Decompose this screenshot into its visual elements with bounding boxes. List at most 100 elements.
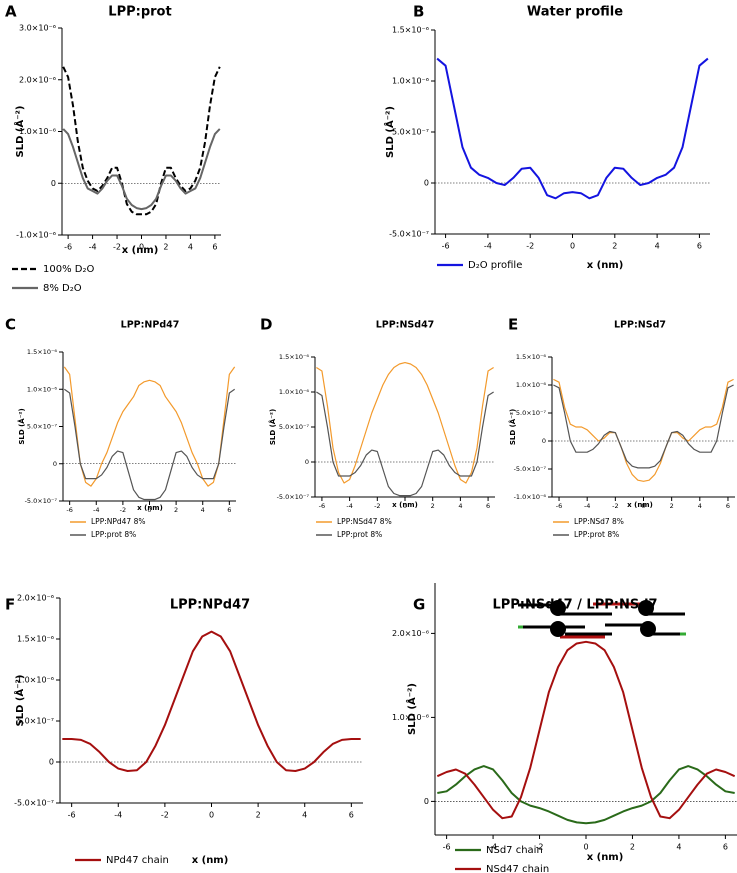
x-tick-label: -2 [526, 242, 534, 251]
x-tick-label: 6 [723, 843, 728, 852]
y-tick-label: 5.0×10⁻⁷ [27, 423, 57, 431]
x-tick-label: -2 [113, 243, 121, 252]
chart-title: LPP:NSd47 / LPP:NSd7 [492, 598, 657, 613]
x-tick-label: -2 [161, 811, 169, 820]
legend-label: LPP:NSd47 8% [337, 517, 392, 526]
legend-label: LPP:prot 8% [574, 530, 619, 539]
y-tick-label: 0 [305, 458, 309, 466]
x-tick-label: -4 [89, 243, 97, 252]
x-tick-label: 6 [349, 811, 354, 820]
legend-label: LPP:NSd7 8% [574, 517, 624, 526]
x-tick-label: -6 [64, 243, 72, 252]
panel: F LPP:NPd47 x (nm) SLD (Å⁻²) -5.0×10⁻⁷ 0 5.0×1… [5, 594, 363, 866]
x-tick-label: 6 [227, 506, 231, 514]
y-tick-label: 0 [424, 179, 429, 188]
x-tick-label: -6 [556, 502, 562, 510]
x-tick-label: -6 [66, 506, 72, 514]
panel: D LPP:NSd47 x (nm) SLD (Å⁻²) -5.0×10⁻⁷ 0 5.0×1… [260, 316, 495, 539]
y-tick-label: -5.0×10⁻⁷ [14, 799, 54, 808]
y-tick-label: 1.0×10⁻⁶ [19, 127, 56, 136]
x-tick-label: -2 [612, 502, 618, 510]
x-axis-label: x (nm) [587, 260, 624, 271]
x-tick-label: -6 [442, 242, 450, 251]
panel-letter: B [413, 3, 424, 21]
panel-letter: G [413, 596, 425, 614]
x-tick-label: 2 [630, 843, 635, 852]
x-tick-label: 2 [612, 242, 617, 251]
panel-letter: D [260, 316, 272, 334]
x-tick-label: -2 [374, 502, 380, 510]
x-tick-label: 4 [655, 242, 660, 251]
y-tick-label: 5.0×10⁻⁷ [279, 423, 309, 431]
x-tick-label: 4 [458, 502, 462, 510]
y-axis-label: SLD (Å⁻²) [508, 409, 517, 445]
data-line [62, 128, 221, 211]
y-tick-label: 1.0×10⁻⁶ [392, 713, 429, 722]
panel: C LPP:NPd47 x (nm) SLD (Å⁻²) -5.0×10⁻⁷ 0 5.0×1… [5, 316, 236, 539]
y-tick-label: 1.5×10⁻⁶ [279, 353, 309, 361]
data-line [63, 388, 236, 501]
y-tick-label: 5.0×10⁻⁷ [17, 717, 54, 726]
panel-letter: F [5, 596, 15, 614]
y-axis-label: SLD (Å⁻²) [13, 106, 26, 158]
x-tick-label: 4 [676, 843, 681, 852]
x-tick-label: 4 [698, 502, 702, 510]
x-tick-label: -4 [114, 811, 122, 820]
y-axis-label: SLD (Å⁻²) [17, 408, 26, 444]
y-tick-label: 1.5×10⁻⁶ [17, 635, 54, 644]
panel-letter: A [5, 3, 17, 21]
legend-label: LPP:prot 8% [91, 530, 136, 539]
x-tick-label: -4 [93, 506, 99, 514]
x-tick-label: 4 [201, 506, 205, 514]
y-tick-label: 2.0×10⁻⁶ [392, 629, 429, 638]
data-line [436, 640, 736, 820]
chart-title: LPP:NSd7 [614, 320, 666, 331]
y-tick-label: 2.0×10⁻⁶ [17, 594, 54, 603]
y-tick-label: -5.0×10⁻⁷ [277, 493, 310, 501]
x-tick-label: 4 [188, 243, 193, 252]
y-axis-label: SLD (Å⁻²) [268, 409, 277, 445]
chart-title: LPP:NPd47 [121, 320, 180, 331]
y-tick-label: 1.0×10⁻⁶ [392, 77, 429, 86]
y-tick-label: -5.0×10⁻⁷ [514, 465, 547, 473]
y-axis-label: SLD (Å⁻²) [405, 683, 418, 735]
chart-title: LPP:prot [108, 5, 171, 20]
x-tick-label: -6 [443, 843, 451, 852]
x-tick-label: -6 [319, 502, 325, 510]
legend-label: NSd7 chain [486, 845, 543, 856]
x-tick-label: 2 [163, 243, 168, 252]
data-line [553, 384, 734, 469]
data-line [63, 366, 236, 487]
data-line [436, 57, 709, 200]
legend-label: LPP:prot 8% [337, 530, 382, 539]
y-axis-label: SLD (Å⁻²) [383, 106, 396, 158]
x-tick-label: 6 [212, 243, 217, 252]
y-tick-label: 5.0×10⁻⁷ [392, 128, 429, 137]
y-tick-label: -5.0×10⁻⁷ [25, 497, 58, 505]
x-tick-label: 0 [209, 811, 214, 820]
y-tick-label: 0 [424, 797, 429, 806]
legend-label: NPd47 chain [106, 855, 169, 866]
x-axis-label: x (nm) [627, 501, 653, 509]
y-tick-label: 1.0×10⁻⁶ [516, 381, 546, 389]
x-axis-label: x (nm) [122, 245, 159, 256]
y-tick-label: 1.0×10⁻⁶ [279, 388, 309, 396]
y-tick-label: 3.0×10⁻⁶ [19, 24, 56, 33]
x-tick-label: 6 [697, 242, 702, 251]
y-axis-label: SLD (Å⁻²) [13, 675, 26, 727]
y-tick-label: 1.0×10⁻⁶ [27, 385, 57, 393]
x-tick-label: 2 [670, 502, 674, 510]
panel: G LPP:NSd47 / LPP:NSd7 x (nm) SLD (Å⁻²) 0 1.0… [392, 583, 737, 873]
data-line [316, 391, 494, 497]
x-tick-label: -4 [484, 242, 492, 251]
panel-letter: E [508, 316, 518, 334]
x-tick-label: 2 [256, 811, 261, 820]
x-tick-label: 0 [641, 502, 645, 510]
x-tick-label: -4 [346, 502, 352, 510]
x-tick-label: -2 [120, 506, 126, 514]
data-line [62, 66, 221, 216]
y-tick-label: -5.0×10⁻⁷ [389, 230, 429, 239]
x-tick-label: 2 [431, 502, 435, 510]
data-line [437, 765, 735, 825]
